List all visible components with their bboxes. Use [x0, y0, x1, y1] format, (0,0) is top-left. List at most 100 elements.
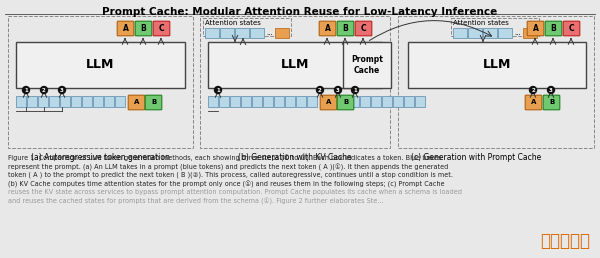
Text: B: B	[343, 100, 348, 106]
Text: ...: ...	[514, 30, 521, 36]
Circle shape	[317, 86, 323, 93]
Text: C: C	[158, 24, 164, 33]
FancyBboxPatch shape	[525, 95, 542, 110]
Text: 看看手游网: 看看手游网	[540, 232, 590, 250]
Text: 1: 1	[353, 87, 357, 93]
Bar	[382, 96, 392, 107]
Bar	[404, 96, 414, 107]
Text: 2: 2	[531, 87, 535, 93]
Bar	[408, 42, 586, 88]
FancyBboxPatch shape	[320, 95, 337, 110]
Bar	[219, 96, 229, 107]
Text: A: A	[326, 100, 331, 106]
Bar	[71, 96, 81, 107]
Text: ...: ...	[266, 30, 273, 36]
Bar	[263, 96, 273, 107]
Text: LLM: LLM	[86, 59, 115, 71]
Text: C: C	[361, 24, 367, 33]
Text: (a) Autoregressive token generation: (a) Autoregressive token generation	[31, 153, 170, 162]
Text: B: B	[140, 24, 146, 33]
FancyBboxPatch shape	[337, 95, 354, 110]
Text: A: A	[325, 24, 331, 33]
Text: A: A	[134, 100, 139, 106]
Circle shape	[335, 86, 341, 93]
FancyBboxPatch shape	[153, 21, 170, 36]
Bar	[371, 96, 381, 107]
Text: Prompt Cache: Modular Attention Reuse for Low-Latency Inference: Prompt Cache: Modular Attention Reuse fo…	[103, 7, 497, 17]
Circle shape	[215, 86, 221, 93]
Bar	[349, 96, 359, 107]
Text: 3: 3	[336, 87, 340, 93]
Bar	[274, 96, 284, 107]
Bar	[252, 96, 262, 107]
Circle shape	[23, 86, 29, 93]
Text: (c) Generation with Prompt Cache: (c) Generation with Prompt Cache	[411, 153, 541, 162]
Text: B: B	[151, 100, 156, 106]
Bar	[208, 42, 382, 88]
Circle shape	[352, 86, 359, 93]
Bar	[415, 96, 425, 107]
Bar	[16, 96, 26, 107]
Bar	[250, 28, 264, 38]
Circle shape	[41, 86, 47, 93]
Text: 2: 2	[42, 87, 46, 93]
Bar	[468, 28, 482, 38]
Bar	[115, 96, 125, 107]
Bar	[205, 28, 219, 38]
Bar	[200, 16, 390, 148]
Text: reuses the KV state across services to bypass prompt attention computation. Prom: reuses the KV state across services to b…	[8, 189, 462, 195]
Text: 2: 2	[318, 87, 322, 93]
Text: (b) Generation with KV Cache: (b) Generation with KV Cache	[238, 153, 352, 162]
Bar	[220, 28, 234, 38]
Text: 3: 3	[549, 87, 553, 93]
Text: Attention states: Attention states	[453, 20, 509, 26]
Bar	[307, 96, 317, 107]
Bar	[343, 42, 391, 88]
Bar	[203, 18, 291, 36]
FancyBboxPatch shape	[128, 95, 145, 110]
Text: token ( A ) to the prompt to predict the next token ( B )(②). This process, call: token ( A ) to the prompt to predict the…	[8, 172, 453, 179]
FancyBboxPatch shape	[145, 95, 162, 110]
Bar	[82, 96, 92, 107]
Text: 3: 3	[60, 87, 64, 93]
Bar	[104, 96, 114, 107]
Bar	[393, 96, 403, 107]
FancyBboxPatch shape	[337, 21, 354, 36]
Bar	[453, 28, 467, 38]
FancyBboxPatch shape	[545, 21, 562, 36]
FancyBboxPatch shape	[563, 21, 580, 36]
Bar	[398, 16, 594, 148]
Bar	[93, 96, 103, 107]
Bar	[241, 96, 251, 107]
Text: B: B	[549, 100, 554, 106]
Bar	[275, 28, 289, 38]
Text: 1: 1	[216, 87, 220, 93]
Bar	[285, 96, 295, 107]
FancyBboxPatch shape	[527, 21, 544, 36]
Text: Figure 1. Comparison of LLM token generation methods, each showing three steps (: Figure 1. Comparison of LLM token genera…	[8, 155, 441, 162]
Bar	[235, 28, 249, 38]
Bar	[451, 18, 539, 36]
Circle shape	[548, 86, 554, 93]
Text: LLM: LLM	[483, 59, 511, 71]
Text: 1: 1	[24, 87, 28, 93]
Bar	[498, 28, 512, 38]
Bar	[523, 28, 537, 38]
Text: B: B	[551, 24, 556, 33]
FancyBboxPatch shape	[135, 21, 152, 36]
FancyBboxPatch shape	[543, 95, 560, 110]
Text: represent the prompt. (a) An LLM takes in a prompt (blue tokens) and predicts th: represent the prompt. (a) An LLM takes i…	[8, 164, 448, 171]
Bar	[38, 96, 48, 107]
Bar	[60, 96, 70, 107]
FancyBboxPatch shape	[355, 21, 372, 36]
Bar	[16, 42, 185, 88]
Text: Attention states: Attention states	[205, 20, 261, 26]
Bar	[360, 96, 370, 107]
Bar	[27, 96, 37, 107]
Text: A: A	[122, 24, 128, 33]
Bar	[230, 96, 240, 107]
Text: and reuses the cached states for prompts that are derived from the schema (①). F: and reuses the cached states for prompts…	[8, 198, 384, 205]
Bar	[338, 96, 348, 107]
Bar	[208, 96, 218, 107]
Circle shape	[530, 86, 536, 93]
